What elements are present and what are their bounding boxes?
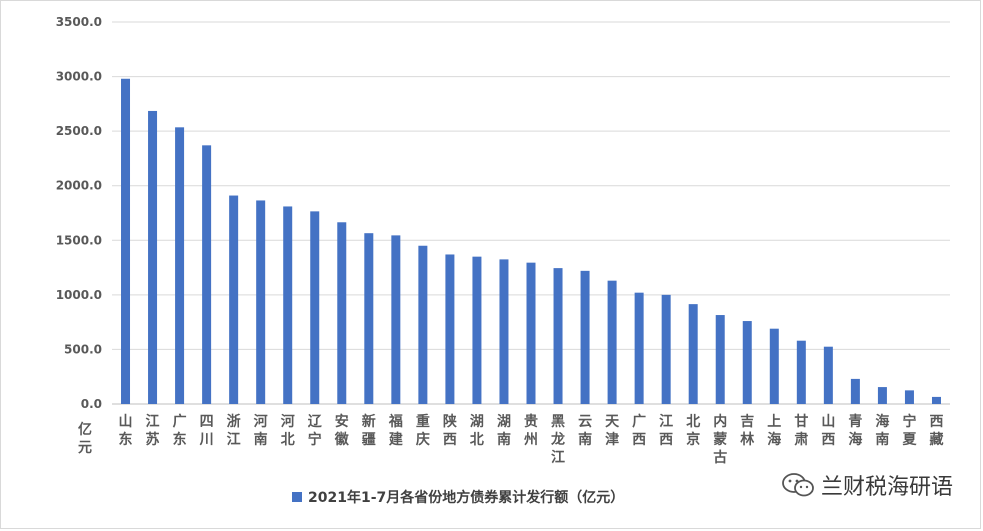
bar-重庆	[418, 245, 428, 404]
x-tick-label: 内蒙古	[713, 413, 727, 466]
x-tick-label: 安徽	[334, 413, 350, 448]
wechat-icon	[782, 473, 814, 497]
x-tick-label: 广东	[173, 413, 187, 448]
x-tick-label: 贵州	[523, 413, 538, 448]
bar-上海	[769, 328, 779, 404]
watermark-text: 兰财税海研语	[820, 475, 953, 500]
gridlines	[112, 21, 950, 405]
y-tick-label: 3500.0	[56, 15, 102, 29]
x-tick-label: 湖北	[470, 414, 484, 448]
bar-贵州	[526, 262, 536, 404]
x-tick-label: 四川	[199, 414, 214, 448]
bar-安徽	[337, 222, 347, 404]
bar-辽宁	[310, 211, 320, 404]
x-tick-label: 吉林	[740, 413, 754, 448]
x-tick-label: 湖南	[497, 414, 511, 448]
x-tick-label: 山西	[821, 414, 835, 448]
bar-江西	[661, 294, 671, 404]
x-tick-label: 陕西	[443, 413, 457, 448]
bar-天津	[607, 280, 617, 404]
x-tick-label: 河南	[254, 413, 268, 448]
x-tick-label: 西藏	[929, 414, 943, 448]
x-tick-label: 上海	[767, 414, 781, 448]
x-tick-label: 宁夏	[902, 413, 917, 448]
y-tick-label: 3000.0	[56, 70, 102, 84]
x-tick-label: 广西	[632, 413, 646, 448]
x-tick-label: 青海	[848, 413, 862, 448]
y-unit-text: 亿元	[78, 421, 92, 456]
legend-label: 2021年1-7月各省份地方债券累计发行额（亿元）	[308, 489, 624, 506]
bar-福建	[391, 235, 401, 404]
y-tick-label: 500.0	[64, 342, 102, 356]
bars	[121, 78, 941, 405]
y-tick-label: 0.0	[81, 397, 102, 411]
bar-黑龙江	[553, 268, 563, 404]
bar-海南	[877, 387, 887, 404]
bar-山西	[823, 346, 833, 404]
x-tick-label: 新疆	[362, 413, 376, 448]
bar-广东	[175, 127, 185, 404]
bar-河北	[283, 206, 293, 404]
y-tick-label: 1500.0	[56, 233, 102, 247]
x-tick-label: 海南	[875, 413, 889, 448]
bar-北京	[688, 304, 698, 404]
bar-浙江	[229, 195, 239, 404]
watermark: 兰财税海研语	[781, 469, 953, 501]
y-unit-label: 亿元	[78, 421, 92, 456]
x-tick-label: 云南	[578, 414, 592, 448]
bar-青海	[850, 378, 860, 404]
x-axis-ticks: 山东江苏广东四川浙江河南河北辽宁安徽新疆福建重庆陕西湖北湖南贵州黑龙江云南天津广…	[119, 413, 944, 466]
bar-吉林	[742, 321, 752, 404]
bar-甘肃	[796, 340, 806, 404]
x-tick-label: 黑龙江	[550, 414, 565, 466]
bar-广西	[634, 292, 644, 404]
y-tick-label: 2000.0	[56, 179, 102, 193]
x-tick-label: 福建	[388, 413, 403, 448]
bar-内蒙古	[715, 315, 725, 404]
bar-江苏	[148, 110, 158, 405]
bar-新疆	[364, 233, 374, 404]
bar-西藏	[931, 396, 941, 404]
legend: 2021年1-7月各省份地方债券累计发行额（亿元）	[292, 489, 624, 506]
x-tick-label: 山东	[119, 414, 133, 448]
x-tick-label: 辽宁	[308, 414, 323, 448]
bar-湖北	[472, 256, 482, 404]
x-tick-label: 北京	[686, 414, 700, 448]
bar-陕西	[445, 254, 455, 404]
bar-河南	[256, 200, 266, 404]
bar-四川	[202, 145, 212, 404]
y-tick-label: 1000.0	[56, 288, 102, 302]
bar-宁夏	[904, 390, 914, 404]
bar-云南	[580, 270, 590, 404]
x-tick-label: 江西	[659, 413, 673, 448]
bar-湖南	[499, 259, 509, 404]
x-tick-label: 江苏	[146, 413, 160, 448]
x-tick-label: 天津	[605, 414, 620, 448]
legend-swatch	[292, 492, 302, 502]
x-tick-label: 浙江	[227, 413, 241, 448]
x-tick-label: 甘肃	[794, 413, 808, 448]
y-axis-ticks: 0.0 500.0 1000.0 1500.0 2000.0 2500.0 3000.0 35…	[56, 15, 102, 411]
x-tick-label: 重庆	[416, 413, 430, 448]
x-tick-label: 河北	[281, 413, 295, 448]
bar-山东	[121, 78, 131, 405]
y-tick-label: 2500.0	[56, 124, 102, 138]
